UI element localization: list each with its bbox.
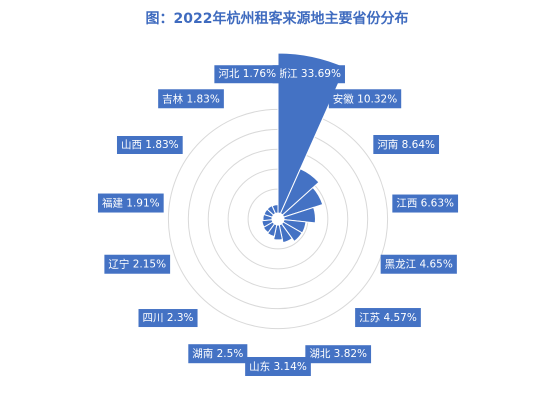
data-label-2: 河南 8.64% (373, 135, 440, 154)
data-label-text: 浙江 33.69% (277, 68, 341, 80)
data-label-0: 浙江 33.69% (272, 65, 345, 84)
data-label-11: 福建 1.91% (97, 193, 164, 213)
data-label-box (188, 344, 248, 364)
data-label-12: 山西 1.83% (116, 136, 183, 154)
data-label-text: 辽宁 2.15% (108, 258, 166, 271)
data-label-box (214, 65, 281, 84)
data-label-text: 山东 3.14% (249, 360, 307, 373)
data-label-10: 辽宁 2.15% (104, 254, 171, 274)
data-label-text: 江西 6.63% (396, 198, 454, 210)
data-label-text: 四川 2.3% (143, 312, 194, 324)
data-label-box (272, 65, 345, 84)
data-label-text: 江苏 4.57% (359, 311, 417, 324)
data-label-box (245, 357, 311, 376)
data-label-9: 四川 2.3% (138, 309, 198, 328)
data-label-5: 江苏 4.57% (355, 308, 421, 328)
slice-9 (262, 221, 276, 234)
data-label-box (355, 308, 421, 328)
chart-title: 图：2022年杭州租客来源地主要省份分布 (145, 11, 409, 27)
data-label-text: 福建 1.91% (102, 197, 160, 210)
data-label-3: 江西 6.63% (392, 194, 459, 213)
data-label-box (138, 309, 198, 328)
data-label-text: 吉林 1.83% (162, 92, 220, 105)
data-label-box (116, 136, 183, 154)
data-label-13: 吉林 1.83% (158, 89, 224, 109)
data-label-box (380, 254, 457, 274)
slice-5 (280, 221, 303, 243)
data-label-box (97, 193, 164, 213)
data-labels: 浙江 33.69% 安徽 10.32% 河南 8.64% 江西 6.63% 黑龙江 4.… (97, 65, 459, 376)
slice-7 (273, 224, 283, 241)
data-label-text: 河北 1.76% (218, 68, 276, 80)
data-label-14: 河北 1.76% (214, 65, 281, 84)
slice-8 (266, 223, 278, 238)
slice-3 (283, 206, 316, 224)
data-label-8: 湖南 2.5% (188, 344, 248, 364)
slice-2 (281, 186, 324, 218)
data-label-box (373, 135, 440, 154)
data-label-box (328, 89, 402, 109)
data-label-1: 安徽 10.32% (328, 89, 402, 109)
data-label-text: 安徽 10.32% (333, 92, 397, 105)
slice-14 (271, 204, 279, 215)
data-label-text: 黑龙江 4.65% (385, 258, 453, 271)
data-label-7: 山东 3.14% (245, 357, 311, 376)
slice-10 (261, 219, 274, 228)
data-label-box (305, 345, 372, 364)
data-label-4: 黑龙江 4.65% (380, 254, 457, 274)
slice-1 (279, 168, 320, 216)
data-label-text: 湖南 2.5% (192, 347, 243, 360)
data-label-box (392, 194, 459, 213)
data-label-box (104, 254, 171, 274)
data-label-text: 河南 8.64% (377, 138, 435, 151)
slices (261, 52, 347, 244)
data-label-text: 山西 1.83% (121, 139, 179, 151)
data-label-text: 湖北 3.82% (309, 348, 367, 360)
data-label-box (158, 89, 224, 109)
data-label-6: 湖北 3.82% (305, 345, 372, 364)
